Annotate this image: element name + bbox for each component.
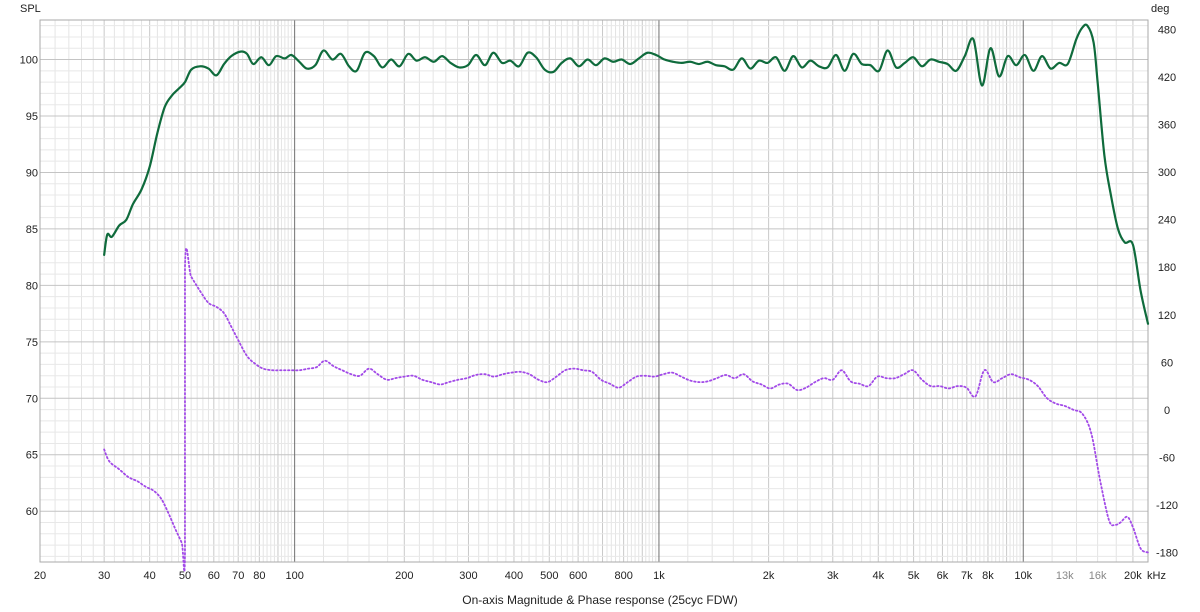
- x-tick-label: 6k: [937, 570, 949, 582]
- x-tick-label: 4k: [872, 570, 884, 582]
- x-tick-label: 60: [208, 570, 220, 582]
- right-y-tick-label: 420: [1158, 72, 1176, 84]
- right-y-tick-labels: -180 -120 -60 0 60 120 180 240 300 360 420 480: [1156, 25, 1178, 560]
- x-tick-label: 3k: [827, 570, 839, 582]
- x-tick-label: 500: [540, 570, 558, 582]
- phase-series-line: [103, 247, 1149, 573]
- spl-series-line: [103, 23, 1150, 325]
- left-y-tick-label: 65: [26, 450, 38, 462]
- major-gridlines: [294, 20, 1024, 562]
- x-tick-label: 70: [232, 570, 244, 582]
- right-y-tick-label: -120: [1156, 500, 1178, 512]
- plot-frame: [39, 19, 1149, 563]
- right-y-tick-label: 120: [1158, 310, 1176, 322]
- x-tick-labels: 20 30 40 50 60 70 80 100 200 300 400 500 600 800 1k 2k 3…: [34, 570, 1142, 582]
- left-y-tick-label: 85: [26, 224, 38, 236]
- x-tick-label: 600: [569, 570, 587, 582]
- x-tick-label: 50: [179, 570, 191, 582]
- left-y-tick-label: 100: [20, 55, 38, 67]
- x-tick-label: 8k: [982, 570, 994, 582]
- x-tick-label: 40: [144, 570, 156, 582]
- x-tick-label: 20k: [1124, 570, 1142, 582]
- x-tick-label: 80: [253, 570, 265, 582]
- right-y-tick-label: -180: [1156, 547, 1178, 559]
- minor-gridlines: [39, 20, 1149, 562]
- right-y-tick-label: 240: [1158, 215, 1176, 227]
- plot-background: [40, 20, 1148, 562]
- x-tick-label: 400: [505, 570, 523, 582]
- right-y-tick-label: 300: [1158, 167, 1176, 179]
- left-y-tick-label: 75: [26, 337, 38, 349]
- left-axis-title: SPL: [20, 3, 41, 15]
- x-tick-label: 200: [395, 570, 413, 582]
- x-tick-label: 100: [285, 570, 303, 582]
- left-y-tick-label: 95: [26, 111, 38, 123]
- x-tick-label: 30: [98, 570, 110, 582]
- right-y-tick-label: 180: [1158, 262, 1176, 274]
- x-tick-label: 800: [614, 570, 632, 582]
- x-tick-label: 10k: [1014, 570, 1032, 582]
- right-y-tick-label: 360: [1158, 120, 1176, 132]
- left-y-tick-label: 90: [26, 167, 38, 179]
- x-tick-label: 5k: [908, 570, 920, 582]
- right-y-tick-label: -60: [1159, 452, 1175, 464]
- x-tick-label: 20: [34, 570, 46, 582]
- left-y-tick-label: 60: [26, 506, 38, 518]
- left-y-tick-labels: 60 65 70 75 80 85 90 95 100: [20, 55, 38, 519]
- x-tick-label: 2k: [763, 570, 775, 582]
- left-y-tick-label: 70: [26, 393, 38, 405]
- x-tick-label: 13k: [1056, 570, 1074, 582]
- right-y-tick-label: 0: [1164, 405, 1170, 417]
- x-tick-label: 1k: [653, 570, 665, 582]
- right-axis-title: deg: [1151, 3, 1169, 15]
- right-y-tick-label: 480: [1158, 25, 1176, 37]
- x-tick-label: 300: [459, 570, 477, 582]
- left-y-tick-label: 80: [26, 280, 38, 292]
- right-y-tick-label: 60: [1161, 357, 1173, 369]
- x-tick-label: 7k: [961, 570, 973, 582]
- chart-title: On-axis Magnitude & Phase response (25cy…: [462, 593, 737, 607]
- series-layer: [103, 23, 1150, 573]
- x-tick-label: 16k: [1089, 570, 1107, 582]
- x-axis-unit: kHz: [1147, 570, 1166, 582]
